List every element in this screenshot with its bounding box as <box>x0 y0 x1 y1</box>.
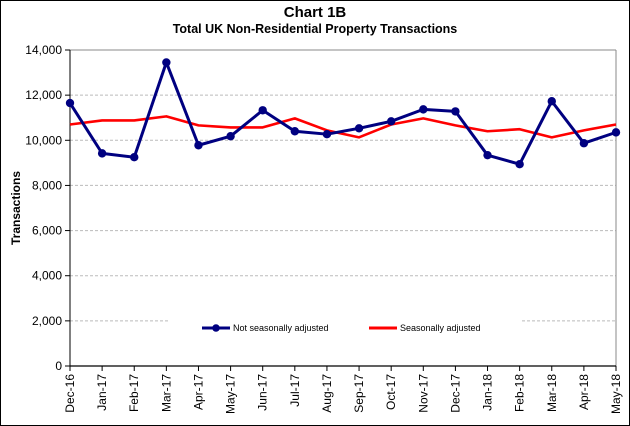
x-tick-label: Jun-17 <box>256 374 270 411</box>
series-group <box>65 58 621 169</box>
x-tick-label: Nov-17 <box>416 374 430 413</box>
data-point <box>194 141 203 150</box>
x-tick-label: Oct-17 <box>384 374 398 410</box>
data-point <box>290 127 300 136</box>
data-point <box>547 97 556 106</box>
series-line-not-seasonally-adjusted <box>68 60 617 166</box>
axes <box>69 49 617 367</box>
data-point <box>226 132 235 141</box>
series-line-seasonally-adjusted <box>69 115 617 139</box>
x-tick-label: Aug-17 <box>320 374 334 413</box>
legend-label-not-seasonally-adjusted: Not seasonally adjusted <box>233 323 329 333</box>
data-point <box>162 58 171 67</box>
x-tick-label: Jan-17 <box>95 374 109 411</box>
x-tick-label: May-18 <box>609 374 623 414</box>
x-tick-label: Mar-17 <box>159 374 173 412</box>
legend: Not seasonally adjusted Seasonally adjust… <box>202 323 481 333</box>
data-point <box>579 139 589 148</box>
y-tick-label: 2,000 <box>32 314 62 328</box>
data-point <box>515 160 524 169</box>
y-tick-label: 0 <box>55 359 62 373</box>
legend-label-seasonally-adjusted: Seasonally adjusted <box>400 323 481 333</box>
y-axis-label: Transactions <box>9 171 23 245</box>
chart-title: Chart 1B <box>283 4 347 21</box>
x-tick-label: Sep-17 <box>352 374 366 413</box>
data-point <box>97 149 107 158</box>
chart-subtitle: Total UK Non-Residential Property Transa… <box>172 22 458 36</box>
data-point <box>611 128 621 137</box>
data-point <box>322 129 332 139</box>
gridlines <box>70 94 616 322</box>
x-tick-label: May-17 <box>224 374 238 414</box>
y-tick-label: 8,000 <box>32 178 62 192</box>
x-tick-label: Dec-16 <box>63 374 77 413</box>
x-tick-label: Feb-17 <box>127 374 141 412</box>
y-tick-label: 4,000 <box>32 269 62 283</box>
y-tick-label: 12,000 <box>25 88 62 102</box>
data-point <box>419 105 428 114</box>
y-tick-label: 6,000 <box>32 224 62 238</box>
x-tick-label: Apr-17 <box>191 374 205 410</box>
y-axis-ticks: 0 2,000 4,000 6,000 8,000 10,000 12,000 14,000 <box>25 43 70 373</box>
legend-marker <box>212 324 220 332</box>
data-point <box>354 124 364 133</box>
x-tick-label: Jan-18 <box>481 374 495 411</box>
x-tick-label: Jul-17 <box>288 374 302 407</box>
y-tick-label: 10,000 <box>25 133 62 147</box>
data-point <box>65 98 75 108</box>
data-point <box>451 107 460 116</box>
x-axis-ticks: Dec-16 Jan-17 Feb-17 Mar-17 Apr-17 May-17 Jun-… <box>63 366 623 414</box>
x-tick-label: Dec-17 <box>448 374 462 413</box>
data-point <box>130 153 139 162</box>
x-tick-label: Apr-18 <box>577 374 591 410</box>
data-point <box>483 150 492 160</box>
x-tick-label: Mar-18 <box>545 374 559 412</box>
y-tick-label: 14,000 <box>25 43 62 57</box>
x-tick-label: Feb-18 <box>513 374 527 412</box>
data-point <box>258 106 267 115</box>
data-point <box>386 117 396 126</box>
